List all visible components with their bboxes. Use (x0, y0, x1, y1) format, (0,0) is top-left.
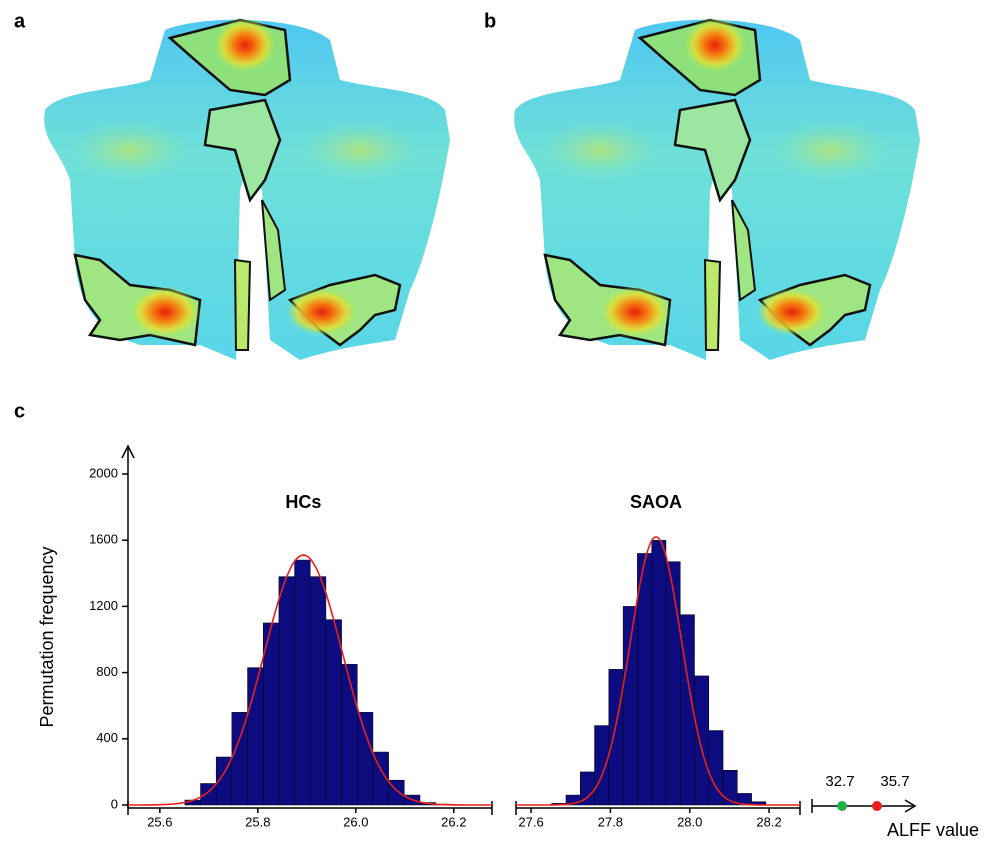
observed-point (837, 801, 847, 811)
panel-label: a (14, 10, 26, 32)
histogram-bar (723, 770, 737, 805)
panel-title: SAOA (630, 492, 682, 512)
y-tick-label: 0 (111, 796, 118, 811)
histogram-bar (342, 664, 358, 805)
histogram-bar (326, 620, 342, 805)
histogram-bar (279, 577, 295, 805)
y-tick-label: 1600 (89, 532, 118, 547)
x-tick-label: 25.8 (245, 814, 270, 829)
histogram-bar (357, 712, 373, 805)
histogram-bar (295, 560, 311, 805)
x-tick-label: 25.6 (147, 814, 172, 829)
histogram-bar (609, 669, 623, 805)
histogram-bar (694, 676, 708, 805)
x-tick-label: 28.2 (756, 814, 781, 829)
histogram-bar (652, 540, 666, 805)
observed-point (872, 801, 882, 811)
histogram-bar (666, 562, 680, 805)
y-tick-label: 800 (96, 664, 118, 679)
histogram-bar (595, 726, 609, 805)
y-axis-label: Permutation frequency (37, 546, 57, 727)
x-tick-label: 28.0 (677, 814, 702, 829)
brain-map-b (514, 17, 920, 360)
observed-label: 35.7 (880, 773, 909, 790)
observed-label: 32.7 (825, 773, 854, 790)
figure: a b c Permutation frequency ALFF value 0… (0, 0, 990, 842)
x-tick-label: 26.0 (343, 814, 368, 829)
histogram-bar (310, 577, 326, 805)
histogram-bar (637, 553, 651, 805)
x-tick-label: 27.6 (518, 814, 543, 829)
x-tick-label: 27.8 (598, 814, 623, 829)
panel-label: b (484, 10, 496, 32)
panel-title: HCs (285, 492, 321, 512)
brain-map-a (44, 17, 450, 360)
y-tick-label: 1200 (89, 598, 118, 613)
panel-label: c (14, 400, 25, 422)
x-tick-label: 26.2 (441, 814, 466, 829)
histogram-bar (623, 606, 637, 805)
x-axis-label: ALFF value (887, 820, 979, 840)
histogram-bar (232, 712, 248, 805)
y-tick-label: 2000 (89, 465, 118, 480)
y-tick-label: 400 (96, 730, 118, 745)
